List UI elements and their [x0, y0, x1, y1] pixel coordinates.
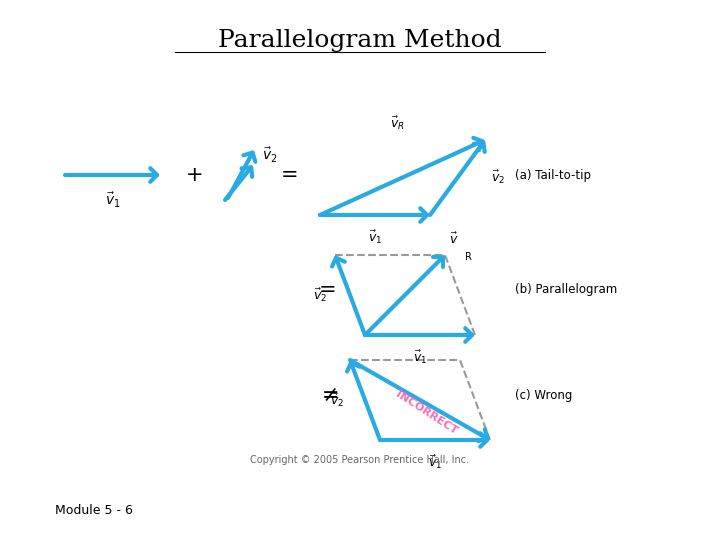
- Text: Copyright © 2005 Pearson Prentice Hall, Inc.: Copyright © 2005 Pearson Prentice Hall, …: [251, 455, 469, 465]
- Text: $\neq$: $\neq$: [318, 385, 338, 405]
- Text: $\vec{v}_2$: $\vec{v}_2$: [330, 392, 344, 409]
- Text: $\vec{v}_2$: $\vec{v}_2$: [491, 169, 505, 186]
- Text: $\vec{v}$: $\vec{v}$: [449, 232, 459, 247]
- Text: (b) Parallelogram: (b) Parallelogram: [515, 284, 617, 296]
- Text: +: +: [186, 165, 204, 185]
- Text: $\vec{v}_1$: $\vec{v}_1$: [428, 454, 442, 471]
- Text: $\vec{v}_1$: $\vec{v}_1$: [413, 349, 427, 366]
- Text: (c) Wrong: (c) Wrong: [515, 388, 572, 402]
- Text: Module 5 - 6: Module 5 - 6: [55, 503, 133, 516]
- Text: $\vec{v}_2$: $\vec{v}_2$: [313, 286, 327, 303]
- Text: $\vec{v}_1$: $\vec{v}_1$: [104, 191, 120, 210]
- Text: (a) Tail-to-tip: (a) Tail-to-tip: [515, 168, 591, 181]
- Text: =: =: [282, 165, 299, 185]
- Text: Parallelogram Method: Parallelogram Method: [218, 29, 502, 51]
- Text: $\vec{v}_2$: $\vec{v}_2$: [262, 145, 278, 165]
- Text: R: R: [465, 252, 472, 262]
- Text: $\vec{v}_1$: $\vec{v}_1$: [368, 229, 382, 246]
- Text: INCORRECT: INCORRECT: [394, 390, 459, 437]
- Text: =: =: [319, 280, 337, 300]
- Text: $\vec{v}_R$: $\vec{v}_R$: [390, 114, 405, 132]
